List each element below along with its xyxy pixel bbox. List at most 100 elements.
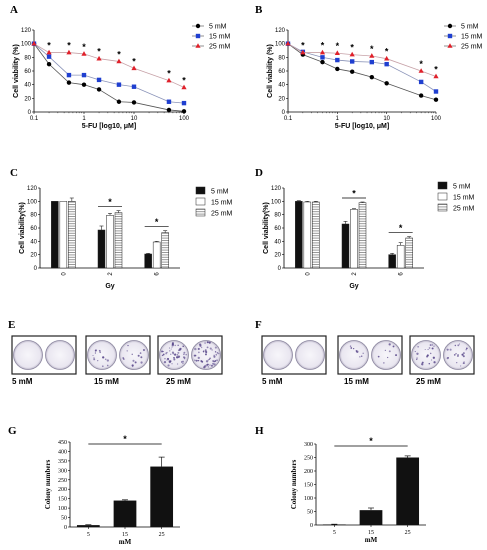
colony [174,353,177,356]
data-point [116,58,122,64]
significance-star: * [336,41,340,51]
colony [204,365,207,368]
colony [427,348,429,351]
colony [98,349,101,352]
series-line [33,43,185,112]
x-tick-label: 5 [333,530,336,536]
data-point [320,59,325,65]
colony [104,358,107,361]
colony [182,345,185,348]
bar [396,245,405,269]
plate-e-15mm [85,335,151,375]
plate-label-e-15mm: 15 mM [94,377,119,386]
data-point [433,73,439,79]
y-tick-label: 100 [271,199,282,205]
significance-star: * [167,69,171,79]
significance-star: * [419,59,423,69]
colony [173,356,175,359]
data-point [418,79,424,85]
colony [94,352,97,354]
y-tick-label: 120 [275,28,286,34]
legend-swatch [195,208,206,217]
y-tick-label: 300 [304,442,313,448]
y-tick-label: 60 [278,69,285,75]
plate-label-f-15mm: 15 mM [344,377,369,386]
significance-star: * [385,47,389,57]
x-tick-label: 100 [179,116,190,122]
colony [134,361,137,364]
data-point [349,59,355,64]
plate-label-f-25mm: 25 mM [416,377,441,386]
plate-label-e-25mm: 25 mM [166,377,191,386]
x-tick-label: 100 [431,116,442,122]
bar [295,201,303,269]
y-tick-label: 60 [274,226,281,232]
colony [210,364,213,367]
colony [204,353,207,356]
y-tick-label: 0 [278,266,282,272]
colony [171,346,173,348]
data-point [96,77,102,83]
colony [161,350,164,353]
colony [212,362,215,365]
y-tick-label: 400 [58,449,67,455]
legend-label: 5 mM [453,184,471,191]
bar [150,466,174,527]
bar [358,202,367,269]
series-line [33,43,185,88]
y-axis-label: Cell viability (%) [267,44,274,98]
colony [140,361,143,364]
bar [152,241,161,269]
colony [178,349,180,352]
data-point [369,53,375,58]
data-point [131,65,137,71]
legend-marker [447,33,453,39]
colony [132,359,135,362]
colony [426,354,429,357]
panel-label-d: D [255,167,263,179]
colony [127,344,129,347]
colony [200,360,203,362]
y-tick-label: 80 [278,55,285,61]
y-tick-label: 450 [58,440,67,446]
colony-dots [92,344,145,368]
legend-label: 5 mM [211,189,229,196]
bar [322,524,346,525]
colony [215,353,218,356]
colony [214,351,217,353]
x-tick-label: 0.1 [284,116,293,122]
colony [137,354,140,357]
chart-h: 0 50 100 150 200 250 300 5 15 25 mM Colony numbers * [290,436,426,544]
colony [202,350,205,353]
plate-f-25mm [409,335,475,375]
colony [168,360,170,362]
data-point [384,81,389,86]
colony [167,364,170,367]
colony [163,361,167,364]
x-axis-label: Gy [349,283,358,290]
colony [206,346,209,349]
colony [207,366,209,368]
y-tick-label: 40 [30,239,37,245]
bar [359,510,383,525]
y-tick-label: 80 [24,55,31,61]
bar [59,201,68,269]
bar [388,254,396,269]
colony [388,350,391,353]
data-point [81,72,87,78]
colony [171,351,175,354]
colony [356,350,359,353]
y-tick-label: 200 [58,487,67,493]
colony [362,352,364,355]
x-tick-label: 15 [122,532,128,538]
plate-label-e-5mm: 5 mM [12,377,33,386]
y-tick-label: 0 [28,110,32,116]
legend-swatch [195,197,206,206]
colony [122,357,125,359]
colony [162,350,164,353]
y-tick-label: 50 [307,510,313,516]
colony [350,347,353,349]
colony [454,344,457,347]
plate-e-25mm [157,335,223,375]
colony [465,349,467,351]
